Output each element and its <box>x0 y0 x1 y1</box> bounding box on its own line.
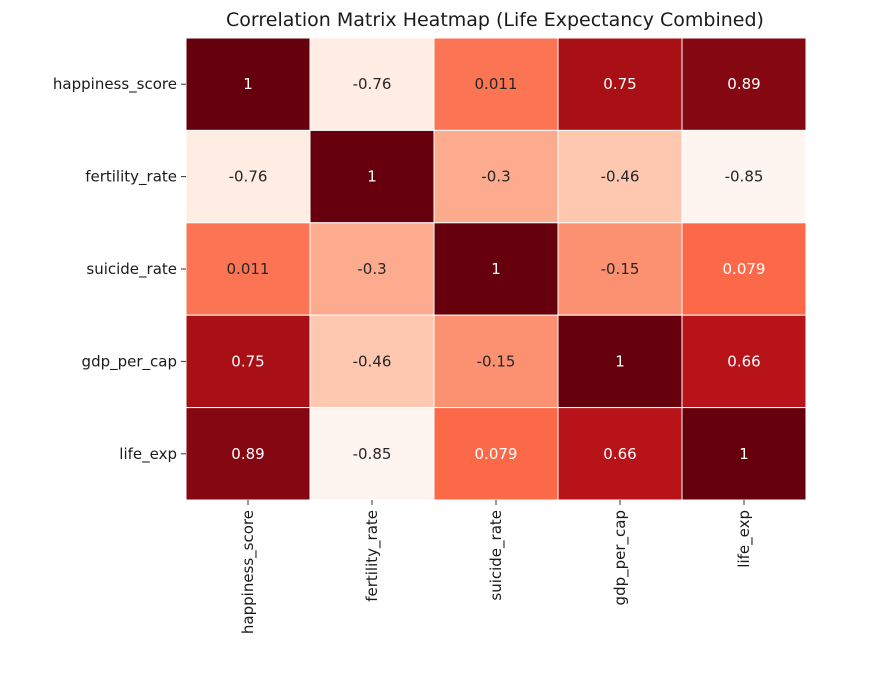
col-tick-label-3: gdp_per_cap <box>611 510 630 605</box>
column-tick-labels: happiness_score fertility_rate suicide_rat… <box>239 500 754 634</box>
row-tick-label-3: gdp_per_cap <box>82 352 177 371</box>
heatmap-cell-2-2 <box>433 222 559 316</box>
cell-value-label-1-3: -0.46 <box>601 168 640 186</box>
heatmap-cell-3-3 <box>557 314 683 409</box>
cell-value-label-1-2: -0.3 <box>481 168 510 186</box>
heatmap-cell-1-0 <box>185 129 311 224</box>
cell-value-label-3-2: -0.15 <box>477 352 516 370</box>
cell-value-label-3-3: 1 <box>615 352 625 370</box>
heatmap-cell-4-1 <box>309 407 435 501</box>
row-tick-label-1: fertility_rate <box>85 168 177 187</box>
heatmap-cell-2-1 <box>309 222 435 316</box>
cell-value-label-1-0: -0.76 <box>229 168 268 186</box>
row-tick-labels: happiness_score fertility_rate suicide_rat… <box>53 75 186 464</box>
cell-value-label-3-1: -0.46 <box>353 352 392 370</box>
cell-value-label-2-4: 0.079 <box>723 260 766 278</box>
col-tick-label-2: suicide_rate <box>487 510 506 601</box>
heatmap-cell-2-3 <box>557 222 683 316</box>
heatmap-cell-4-4 <box>681 407 807 501</box>
col-tick-label-0: happiness_score <box>239 510 258 634</box>
heatmap-cell-0-0 <box>185 37 311 131</box>
heatmap-cell-1-2 <box>433 129 559 224</box>
cell-value-label-1-4: -0.85 <box>725 168 764 186</box>
cell-value-label-1-1: 1 <box>367 168 377 186</box>
col-tick-label-1: fertility_rate <box>363 510 382 602</box>
heatmap-cell-3-4 <box>681 314 807 409</box>
cell-value-label-3-0: 0.75 <box>231 352 264 370</box>
heatmap-cell-3-2 <box>433 314 559 409</box>
cell-value-label-0-0: 1 <box>243 75 253 93</box>
cell-value-label-3-4: 0.66 <box>727 352 760 370</box>
heatmap-cell-1-4 <box>681 129 807 224</box>
cell-value-label-0-3: 0.75 <box>603 75 636 93</box>
heatmap-cell-0-4 <box>681 37 807 131</box>
heatmap-cell-0-1 <box>309 37 435 131</box>
chart-title: Correlation Matrix Heatmap (Life Expecta… <box>226 9 764 31</box>
row-tick-label-2: suicide_rate <box>86 260 177 279</box>
heatmap-cells: 1 -0.76 0.011 0.75 0.89 -0.76 1 -0.3 -0.46 -0.85 0… <box>185 37 807 501</box>
heatmap-cell-4-2 <box>433 407 559 501</box>
cell-value-label-4-2: 0.079 <box>475 445 518 463</box>
heatmap-cell-2-4 <box>681 222 807 316</box>
cell-value-label-0-1: -0.76 <box>353 75 392 93</box>
cell-value-label-2-3: -0.15 <box>601 260 640 278</box>
cell-value-label-2-2: 1 <box>491 260 501 278</box>
cell-value-label-2-1: -0.3 <box>357 260 386 278</box>
cell-value-label-0-2: 0.011 <box>475 75 518 93</box>
row-tick-label-4: life_exp <box>119 445 177 464</box>
cell-value-label-4-4: 1 <box>739 445 749 463</box>
heatmap-cell-4-0 <box>185 407 311 501</box>
cell-value-label-4-0: 0.89 <box>231 445 264 463</box>
cell-value-label-4-1: -0.85 <box>353 445 392 463</box>
cell-value-label-4-3: 0.66 <box>603 445 636 463</box>
cell-value-label-2-0: 0.011 <box>227 260 270 278</box>
row-tick-label-0: happiness_score <box>53 75 177 94</box>
col-tick-label-4: life_exp <box>735 510 754 568</box>
heatmap-cell-0-2 <box>433 37 559 131</box>
heatmap-cell-3-1 <box>309 314 435 409</box>
cell-value-label-0-4: 0.89 <box>727 75 760 93</box>
heatmap-cell-0-3 <box>557 37 683 131</box>
